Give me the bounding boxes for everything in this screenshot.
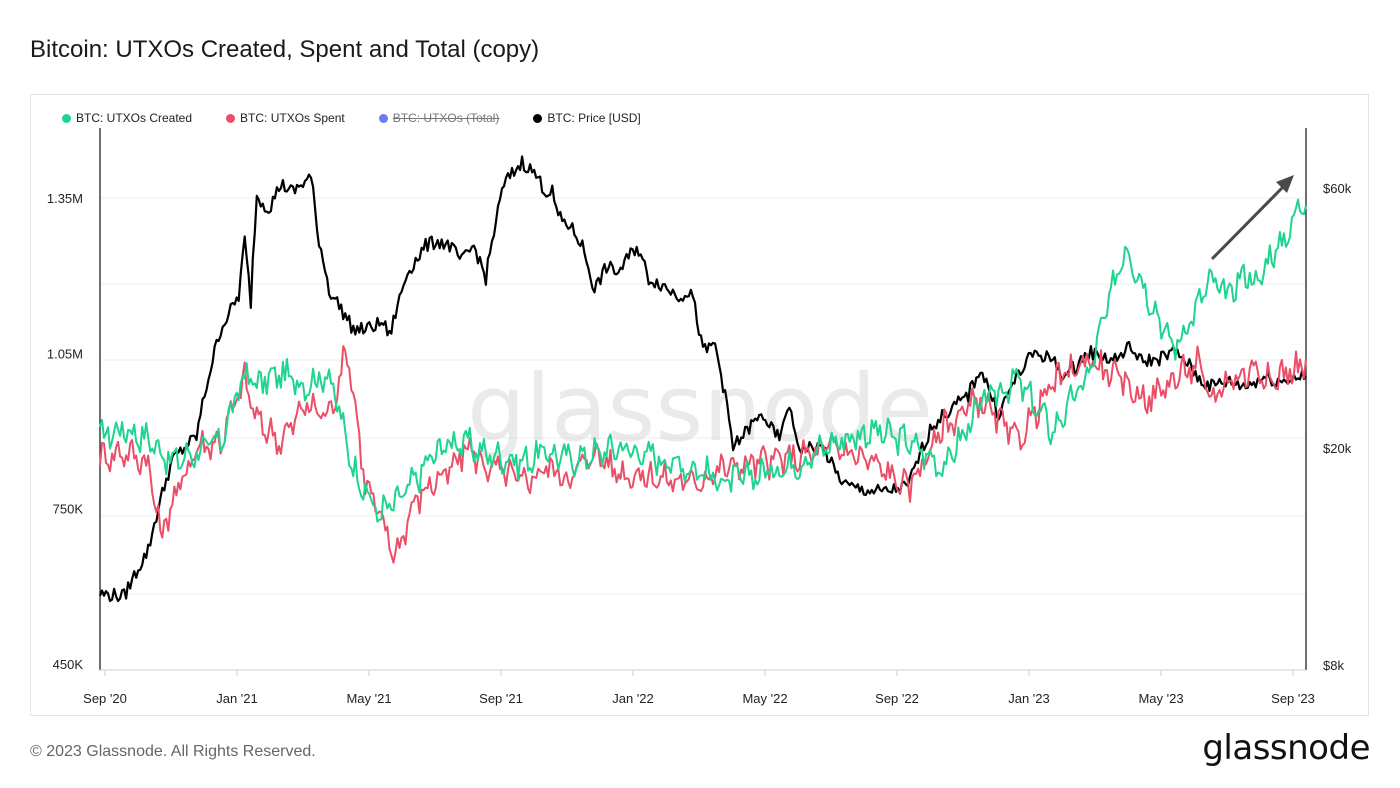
chart-panel <box>30 94 1369 716</box>
series-line-btc--price--usd-[interactable] <box>98 155 1307 603</box>
y-right-tick-label: $20k <box>1323 441 1352 456</box>
legend-dot-icon <box>378 113 388 123</box>
y-left-tick-label: 1.05M <box>47 346 83 361</box>
legend-item-price[interactable]: BTC: Price [USD] <box>533 111 641 125</box>
series-line-btc--utxos-created[interactable] <box>99 198 1307 523</box>
legend-label: BTC: UTXOs Spent <box>240 111 345 125</box>
x-tick-label: Sep '20 <box>83 691 127 706</box>
trend-arrow-head-icon <box>1276 175 1294 193</box>
chart-legend: BTC: UTXOs Created BTC: UTXOs Spent BTC:… <box>62 111 641 125</box>
y-right-tick-label: $8k <box>1323 658 1344 673</box>
y-left-tick-label: 450K <box>53 657 84 672</box>
legend-label: BTC: UTXOs Created <box>76 111 193 125</box>
x-tick-label: Jan '21 <box>216 691 258 706</box>
legend-dot-icon <box>533 113 543 123</box>
legend-item-utxos-total[interactable]: BTC: UTXOs (Total) <box>378 111 500 125</box>
x-tick-label: Sep '23 <box>1271 691 1315 706</box>
x-tick-label: May '22 <box>742 691 787 706</box>
x-tick-label: Sep '22 <box>875 691 919 706</box>
x-tick-label: Jan '22 <box>612 691 654 706</box>
legend-item-utxos-created[interactable]: BTC: UTXOs Created <box>62 111 192 125</box>
legend-dot-icon <box>226 113 236 123</box>
x-tick-label: Sep '21 <box>479 691 523 706</box>
chart-title: Bitcoin: UTXOs Created, Spent and Total … <box>30 36 540 63</box>
legend-item-utxos-spent[interactable]: BTC: UTXOs Spent <box>226 111 345 125</box>
legend-dot-icon <box>62 113 71 123</box>
glassnode-logo: glassnode <box>1202 728 1370 768</box>
legend-label: BTC: UTXOs (Total) <box>392 111 500 125</box>
legend-label: BTC: Price [USD] <box>547 111 641 125</box>
x-tick-label: May '23 <box>1138 691 1183 706</box>
trend-arrow-line <box>1210 184 1286 261</box>
x-tick-label: May '21 <box>346 691 391 706</box>
y-right-tick-label: $60k <box>1323 181 1352 196</box>
y-left-tick-label: 1.35M <box>47 191 83 206</box>
series-line-btc--utxos-spent[interactable] <box>99 345 1307 564</box>
y-left-tick-label: 750K <box>53 502 84 517</box>
copyright-text: © 2023 Glassnode. All Rights Reserved. <box>30 743 316 760</box>
x-tick-label: Jan '23 <box>1008 691 1050 706</box>
